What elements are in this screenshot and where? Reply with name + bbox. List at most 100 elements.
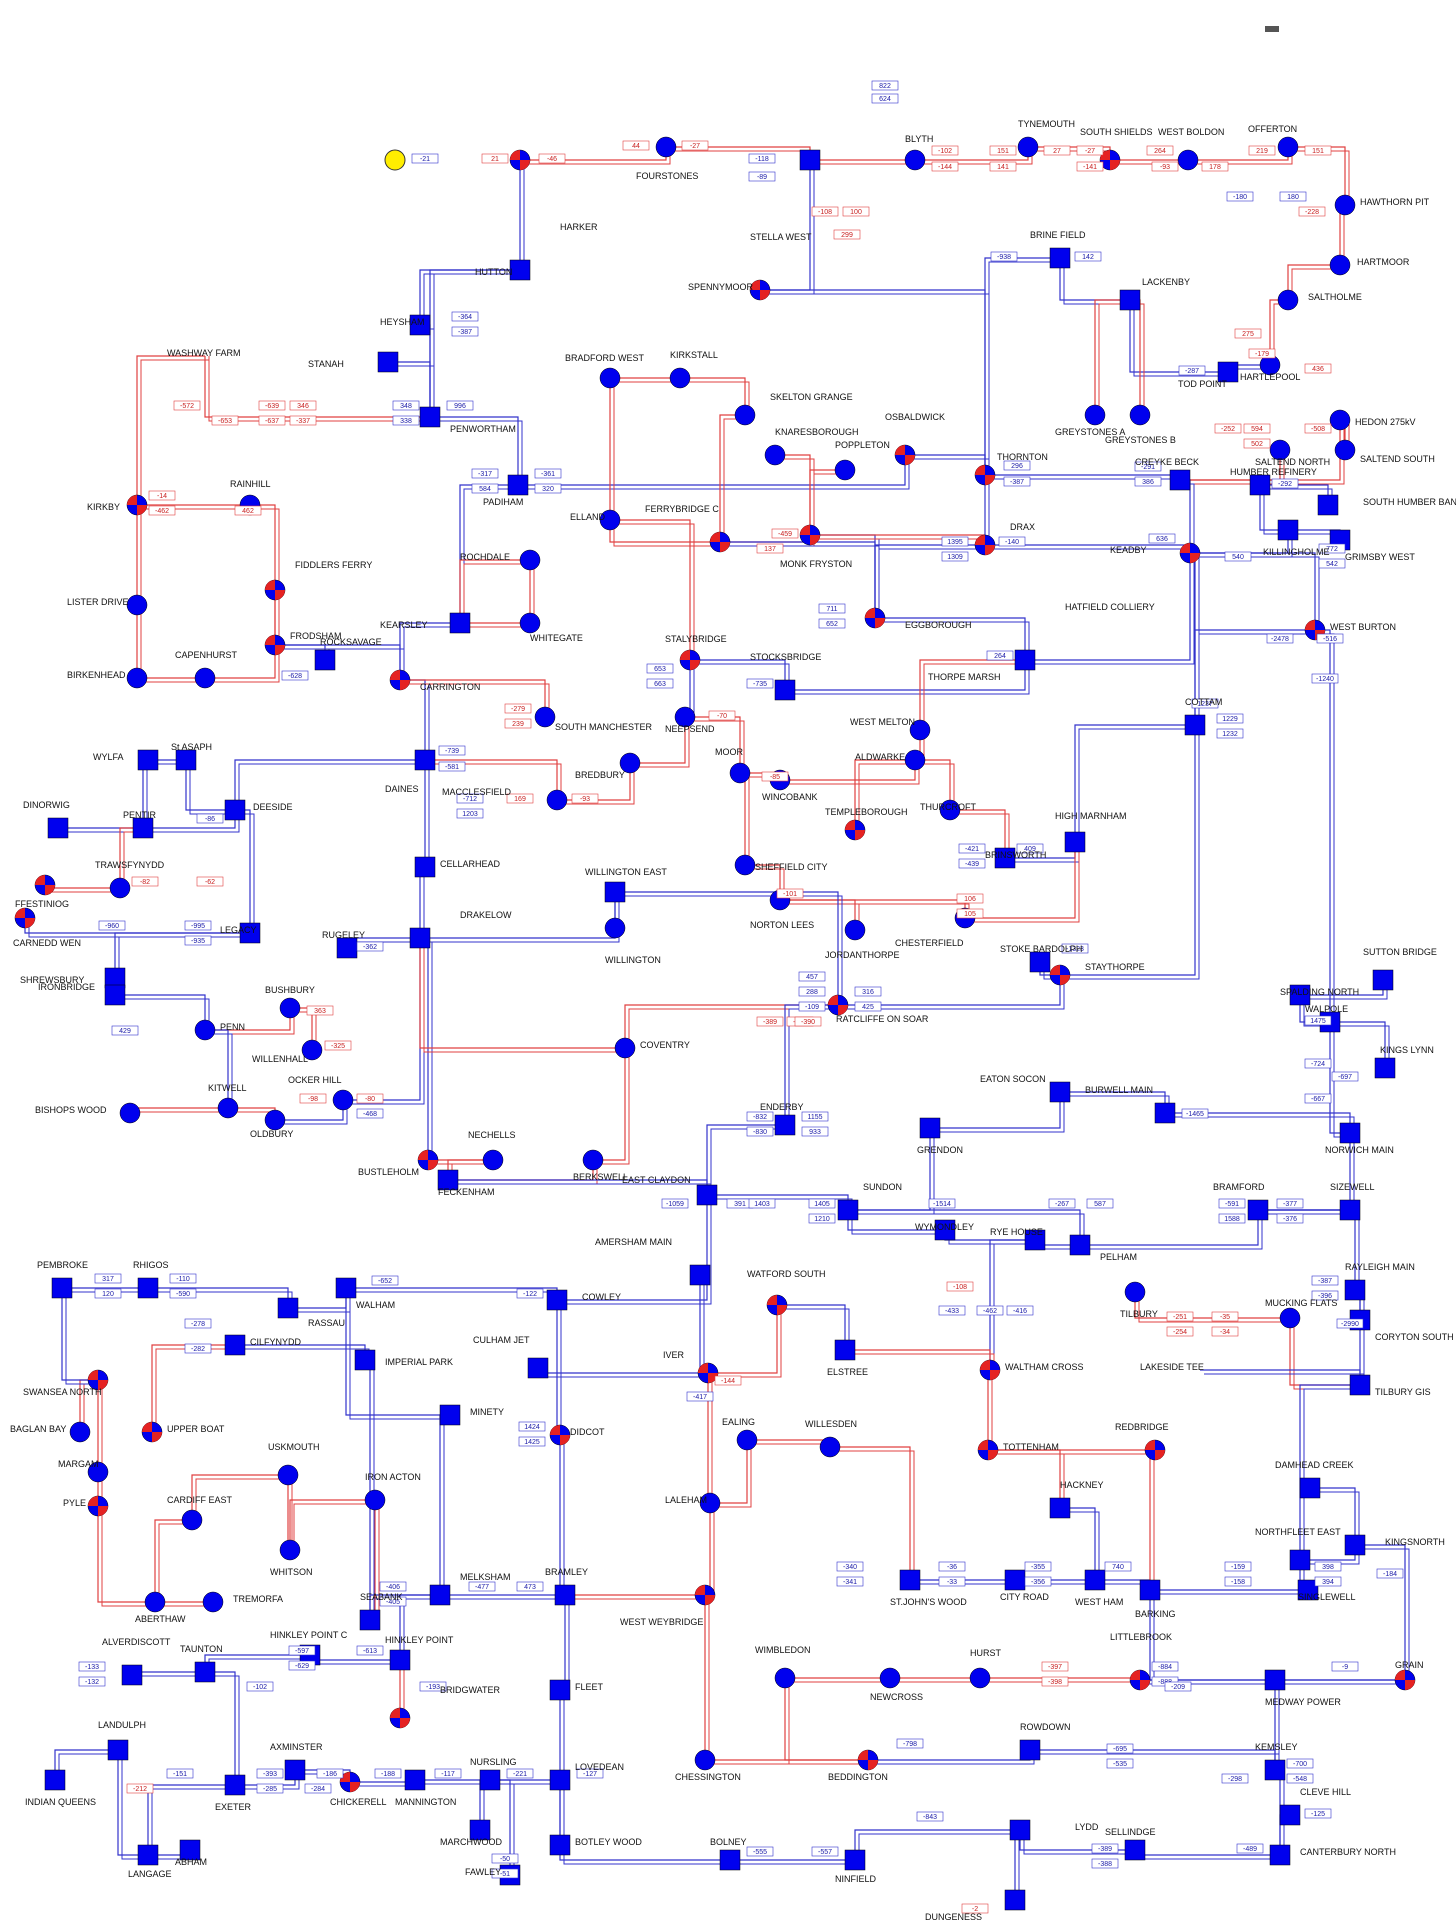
substation-rugeley[interactable] — [336, 937, 358, 959]
substation-cardiffeast[interactable] — [181, 1509, 203, 1531]
substation-northfleet[interactable] — [1289, 1549, 1311, 1571]
substation-walham[interactable] — [335, 1277, 357, 1299]
substation-skelton[interactable] — [734, 404, 756, 426]
substation-carnedd[interactable] — [14, 907, 36, 929]
substation-pentir[interactable] — [132, 817, 154, 839]
substation-margam[interactable] — [87, 1461, 109, 1483]
substation-bridgwater[interactable] — [389, 1707, 411, 1729]
substation-medway[interactable] — [1264, 1669, 1286, 1691]
substation-brinefield[interactable] — [1049, 247, 1071, 269]
substation-nechells[interactable] — [482, 1149, 504, 1171]
substation-moor[interactable] — [729, 762, 751, 784]
substation-rocksavage[interactable] — [314, 649, 336, 671]
substation-tilburygis[interactable] — [1349, 1374, 1371, 1396]
substation-birkenhead[interactable] — [126, 667, 148, 689]
substation-poppleton[interactable] — [834, 459, 856, 481]
substation-jordanthorpe[interactable] — [844, 919, 866, 941]
substation-eggborough[interactable] — [864, 607, 886, 629]
substation-rayleigh[interactable] — [1344, 1279, 1366, 1301]
substation-ratcliffe[interactable] — [827, 994, 849, 1016]
substation-bramley[interactable] — [554, 1584, 576, 1606]
substation-pyle[interactable] — [87, 1495, 109, 1517]
substation-kirkby[interactable] — [126, 494, 148, 516]
substation-damhead[interactable] — [1299, 1477, 1321, 1499]
substation-deeside[interactable] — [224, 799, 246, 821]
substation-dungeness[interactable] — [1004, 1889, 1026, 1911]
substation-cilfynydd[interactable] — [224, 1334, 246, 1356]
substation-chickerell[interactable] — [339, 1771, 361, 1793]
substation-kearsley[interactable] — [449, 612, 471, 634]
substation-listerdrive[interactable] — [126, 594, 148, 616]
substation-offerton[interactable] — [1277, 136, 1299, 158]
substation-bushbury[interactable] — [279, 997, 301, 1019]
substation-pembroke[interactable] — [51, 1277, 73, 1299]
substation-hutton[interactable] — [509, 259, 531, 281]
substation-ironacton[interactable] — [364, 1489, 386, 1511]
substation-padiham[interactable] — [507, 474, 529, 496]
substation-kirkstall[interactable] — [669, 367, 691, 389]
substation-wimbledon[interactable] — [774, 1667, 796, 1689]
substation-bredbury[interactable] — [619, 752, 641, 774]
substation-hackney[interactable] — [1049, 1497, 1071, 1519]
substation-rochdale[interactable] — [519, 549, 541, 571]
substation-feckenham[interactable] — [437, 1169, 459, 1191]
substation-didcot[interactable] — [549, 1424, 571, 1446]
substation-hartmoor[interactable] — [1329, 254, 1351, 276]
substation-rassau[interactable] — [277, 1297, 299, 1319]
substation-stocksbridge[interactable] — [774, 679, 796, 701]
substation-westmelton[interactable] — [909, 719, 931, 741]
substation-sizewell[interactable] — [1339, 1199, 1361, 1221]
substation-ryehouse[interactable] — [1024, 1229, 1046, 1251]
substation-alverdiscott[interactable] — [121, 1664, 143, 1686]
substation-todpoint[interactable] — [1217, 361, 1239, 383]
substation-ealing[interactable] — [736, 1429, 758, 1451]
substation-walthamcross[interactable] — [979, 1359, 1001, 1381]
substation-penwortham[interactable] — [419, 406, 441, 428]
substation-norwich[interactable] — [1339, 1122, 1361, 1144]
substation-sellindge[interactable] — [1124, 1839, 1146, 1861]
substation-nursling[interactable] — [479, 1769, 501, 1791]
substation-highmarnham[interactable] — [1064, 831, 1086, 853]
substation-iver[interactable] — [697, 1362, 719, 1384]
substation-canterbury[interactable] — [1269, 1844, 1291, 1866]
substation-carrington[interactable] — [389, 669, 411, 691]
substation-greystonesa[interactable] — [1084, 404, 1106, 426]
substation-stokebardolph[interactable] — [1029, 951, 1051, 973]
substation-wylfa[interactable] — [137, 749, 159, 771]
substation-staythorpe[interactable] — [1049, 964, 1071, 986]
substation-ockerhill[interactable] — [332, 1089, 354, 1111]
substation-whitson[interactable] — [279, 1539, 301, 1561]
substation-ferrybridge[interactable] — [709, 531, 731, 553]
substation-bradford[interactable] — [599, 367, 621, 389]
substation-creyke[interactable] — [1169, 469, 1191, 491]
substation-greystonesb[interactable] — [1129, 404, 1151, 426]
substation-amersham[interactable] — [689, 1264, 711, 1286]
substation-dinorwig[interactable] — [47, 817, 69, 839]
substation-coventry[interactable] — [614, 1037, 636, 1059]
substation-harker[interactable] — [509, 149, 531, 171]
substation-abham[interactable] — [179, 1839, 201, 1861]
substation-keadby[interactable] — [1179, 542, 1201, 564]
substation-fleet[interactable] — [549, 1679, 571, 1701]
substation-hurst[interactable] — [969, 1667, 991, 1689]
substation-humber[interactable] — [1249, 474, 1271, 496]
substation-stanah[interactable] — [377, 351, 399, 373]
substation-stalybridge[interactable] — [679, 649, 701, 671]
substation-tremorfa[interactable] — [202, 1591, 224, 1613]
substation-suttonbridge[interactable] — [1372, 969, 1394, 991]
substation-singlewell[interactable] — [1297, 1579, 1319, 1601]
substation-burwell[interactable] — [1154, 1102, 1176, 1124]
substation-neepsend[interactable] — [674, 706, 696, 728]
substation-indianqueens[interactable] — [44, 1769, 66, 1791]
substation-swanseanorth[interactable] — [87, 1369, 109, 1391]
substation-botleywood[interactable] — [549, 1834, 571, 1856]
substation-elstree[interactable] — [834, 1339, 856, 1361]
substation-cityroad[interactable] — [1004, 1569, 1026, 1591]
substation-penn[interactable] — [194, 1019, 216, 1041]
substation-southmanchester[interactable] — [534, 706, 556, 728]
substation-lovedean[interactable] — [549, 1769, 571, 1791]
substation-laleham[interactable] — [699, 1492, 721, 1514]
substation-kingslynn[interactable] — [1374, 1057, 1396, 1079]
substation-fourstones[interactable] — [655, 136, 677, 158]
substation-macclesfield[interactable] — [546, 789, 568, 811]
